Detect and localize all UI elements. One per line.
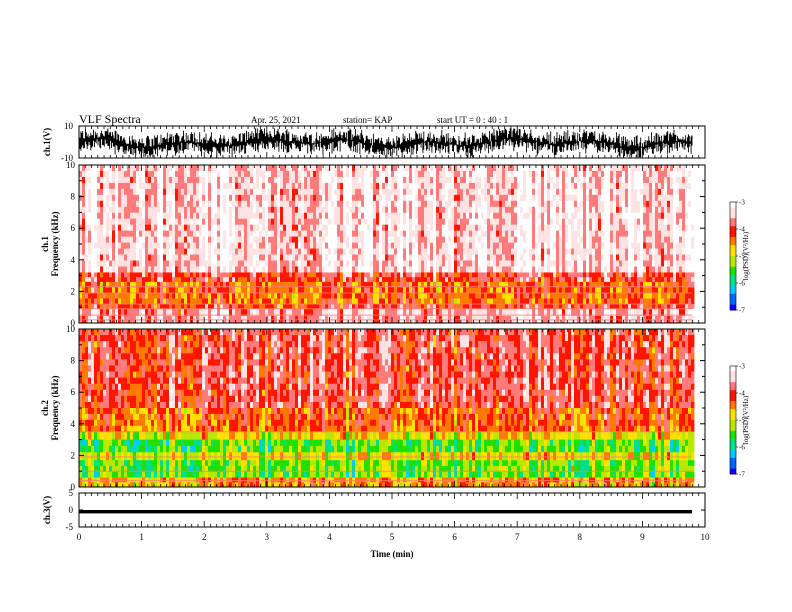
y-tick-label: 2 xyxy=(71,450,76,460)
y-tick-label: -10 xyxy=(61,153,73,163)
y-tick-label: -5 xyxy=(66,522,74,532)
x-tick-label: 0 xyxy=(77,532,82,542)
y-tick-label: 5 xyxy=(69,488,74,498)
x-tick-label: 10 xyxy=(701,532,711,542)
ch2-spectrogram xyxy=(78,328,706,488)
y-tick-label: 0 xyxy=(71,482,76,492)
x-tick-label: 2 xyxy=(202,532,207,542)
colorbar-tick-label: -3 xyxy=(739,199,745,207)
y-tick-label: 0 xyxy=(69,505,74,515)
x-tick-label: 3 xyxy=(265,532,270,542)
colorbar-label: log(PSD)(V²/Hz) xyxy=(742,395,750,444)
colorbar-tick-label: -5 xyxy=(739,253,745,261)
figure-title: VLF Spectra xyxy=(79,112,141,126)
y-tick-label: 6 xyxy=(71,223,76,233)
waveform-trace xyxy=(79,510,692,514)
x-tick-label: 1 xyxy=(139,532,144,542)
colorbar-tick-label: -6 xyxy=(739,280,745,288)
y-tick-label: 4 xyxy=(71,255,76,265)
station-label: station= KAP xyxy=(343,115,392,125)
y-axis-label: Frequency (kHz) xyxy=(50,375,60,440)
x-tick-label: 4 xyxy=(327,532,332,542)
colorbar-tick-label: -7 xyxy=(739,307,745,315)
x-tick-label: 8 xyxy=(578,532,583,542)
colorbar-tick-label: -4 xyxy=(739,390,745,398)
y-tick-label: 10 xyxy=(66,160,76,170)
x-axis-label: Time (min) xyxy=(370,549,413,559)
date-label: Apr. 25, 2021 xyxy=(251,115,301,125)
colorbar-tick-label: -5 xyxy=(739,417,745,425)
colorbar-tick-label: -3 xyxy=(739,363,745,371)
x-tick-label: 6 xyxy=(452,532,457,542)
ch2-colorbar xyxy=(729,365,738,475)
y-tick-label: 2 xyxy=(71,286,76,296)
y-axis-label: ch.3(V) xyxy=(42,496,52,524)
waveform-trace xyxy=(79,128,693,158)
y-axis-channel-label: ch.1 xyxy=(40,236,50,252)
x-tick-label: 5 xyxy=(390,532,395,542)
y-tick-label: 0 xyxy=(71,318,76,328)
colorbar-label: log(PSD)(V²/Hz) xyxy=(742,231,750,280)
y-axis-channel-label: ch.2 xyxy=(40,400,50,416)
x-tick-label: 9 xyxy=(640,532,645,542)
colorbar-tick-label: -4 xyxy=(739,226,745,234)
ch1-spectrogram xyxy=(78,164,706,324)
start-time-label: start UT = 0 : 40 : 1 xyxy=(437,115,508,125)
y-tick-label: 8 xyxy=(71,356,76,366)
y-tick-label: 8 xyxy=(71,192,76,202)
y-tick-label: 6 xyxy=(71,387,76,397)
colorbar-tick-label: -7 xyxy=(739,471,745,479)
ch1-colorbar xyxy=(729,201,738,311)
colorbar-tick-label: -6 xyxy=(739,444,745,452)
y-axis-label: Frequency (kHz) xyxy=(50,211,60,276)
x-tick-label: 7 xyxy=(515,532,520,542)
y-tick-label: 10 xyxy=(64,121,74,131)
y-tick-label: 10 xyxy=(66,324,76,334)
y-axis-label: ch.1(V) xyxy=(42,128,52,156)
y-tick-label: 4 xyxy=(71,419,76,429)
